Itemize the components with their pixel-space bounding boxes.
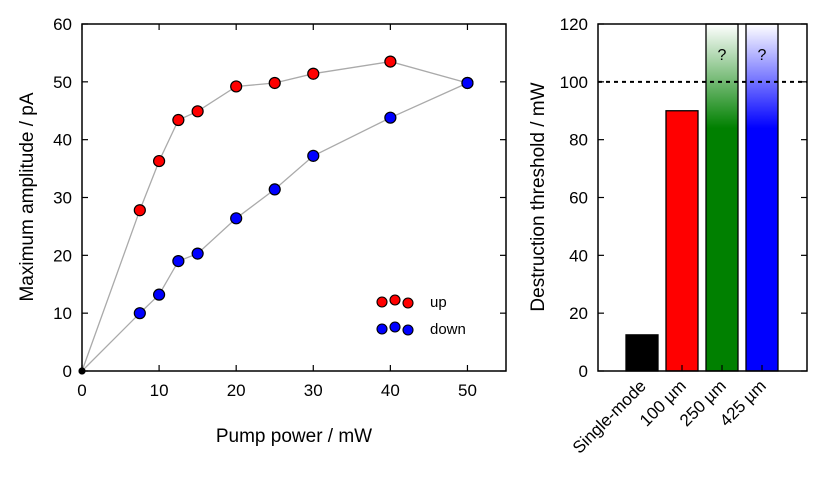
data-point-up: [230, 80, 243, 93]
y-tick-label: 30: [53, 189, 72, 208]
data-point-down: [384, 111, 397, 124]
data-point-up: [268, 76, 281, 90]
y-tick-label: 0: [63, 362, 72, 381]
y-tick-label: 60: [53, 15, 72, 34]
bar-3: [705, 23, 739, 372]
legend-up-label: up: [430, 294, 447, 311]
y-tick-label: 40: [569, 246, 588, 265]
legend-down-marker: [376, 323, 388, 335]
y-tick-label: 0: [579, 362, 588, 381]
x-tick-label: 20: [227, 381, 246, 400]
data-point-down: [191, 247, 204, 260]
left-x-axis-label: Pump power / mW: [216, 426, 372, 447]
y-tick-label: 80: [569, 131, 588, 150]
bar-2: [665, 110, 699, 372]
x-tick-label: 50: [458, 381, 477, 400]
legend: up down: [376, 294, 466, 338]
data-point-down: [172, 255, 185, 268]
x-tick-label: 30: [304, 381, 323, 400]
data-point-down: [152, 288, 166, 301]
data-point-down: [230, 212, 243, 225]
x-tick-label: 40: [381, 381, 400, 400]
data-point-up: [172, 113, 185, 127]
bar-question-mark: ?: [718, 47, 727, 64]
data-point-down: [268, 183, 281, 196]
y-tick-label: 10: [53, 304, 72, 323]
legend-down-marker: [389, 321, 401, 333]
y-tick-label: 20: [53, 246, 72, 265]
legend-down-label: down: [430, 321, 466, 338]
data-point-up: [133, 204, 146, 217]
series-lines: [81, 60, 468, 372]
bar-1: [625, 334, 659, 372]
bar-question-mark: ?: [758, 47, 767, 64]
bars: ??: [625, 23, 779, 372]
series-line-up: [81, 60, 468, 372]
y-tick-label: 50: [53, 73, 72, 92]
series-points: [78, 55, 474, 375]
x-tick-label: 0: [77, 381, 86, 400]
legend-down-markers: [376, 321, 414, 336]
legend-up-markers: [376, 294, 414, 309]
data-point-up: [191, 105, 204, 118]
legend-up-marker: [376, 296, 388, 308]
left-ticks: 0 10 20 30 40 50 0 10 20 30 40 50 60: [53, 15, 506, 400]
y-tick-label: 120: [560, 15, 588, 34]
data-point-down: [307, 149, 320, 162]
series-line-down: [81, 82, 468, 372]
legend-down-marker: [402, 324, 414, 336]
left-y-axis-label: Maximum amplitude / pA: [17, 92, 38, 301]
legend-up-marker: [402, 297, 414, 309]
data-point-up: [307, 67, 320, 80]
y-tick-label: 40: [53, 131, 72, 150]
right-y-axis-label: Destruction threshold / mW: [528, 82, 549, 311]
data-point-down: [461, 76, 474, 90]
data-point-up: [384, 55, 397, 68]
x-tick-label: 10: [150, 381, 169, 400]
legend-up-marker: [389, 294, 401, 306]
bar-4: [745, 23, 779, 372]
amplitude-chart: 0 10 20 30 40 50 0 10 20 30 40 50 60 up down Pump po…: [17, 15, 507, 447]
y-tick-label: 20: [569, 304, 588, 323]
right-ticks: 0 20 40 60 80 100 120: [560, 15, 807, 381]
y-tick-label: 100: [560, 73, 588, 92]
data-point-down: [133, 307, 146, 320]
data-point-up: [152, 154, 166, 168]
y-tick-label: 60: [569, 189, 588, 208]
